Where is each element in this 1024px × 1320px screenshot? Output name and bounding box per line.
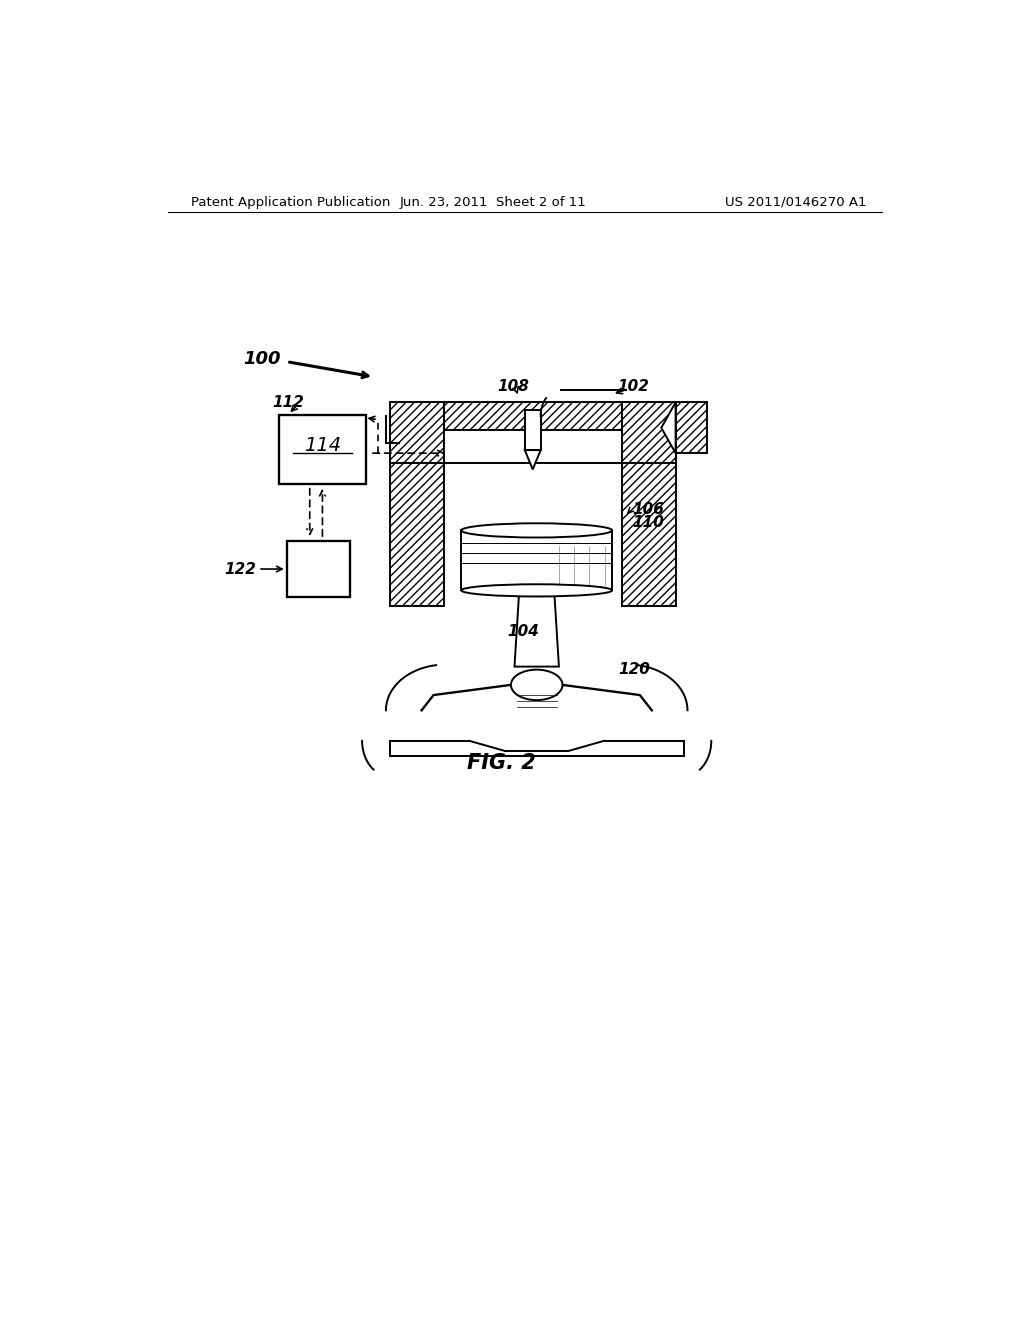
Bar <box>622 403 676 463</box>
Text: Patent Application Publication: Patent Application Publication <box>191 195 391 209</box>
Text: 112: 112 <box>272 395 304 409</box>
Text: 106: 106 <box>632 502 664 516</box>
Text: 108: 108 <box>498 379 529 393</box>
Polygon shape <box>662 403 676 453</box>
Ellipse shape <box>461 585 612 597</box>
Text: 104: 104 <box>507 623 540 639</box>
Polygon shape <box>514 590 559 667</box>
Bar <box>390 463 443 606</box>
Text: Jun. 23, 2011  Sheet 2 of 11: Jun. 23, 2011 Sheet 2 of 11 <box>399 195 587 209</box>
Bar <box>676 403 708 453</box>
Bar <box>676 403 708 453</box>
Bar <box>524 411 541 450</box>
Bar <box>622 463 676 606</box>
Bar <box>443 403 622 430</box>
Ellipse shape <box>511 669 562 700</box>
Text: 102: 102 <box>617 379 649 393</box>
Bar <box>390 403 443 463</box>
Polygon shape <box>524 450 541 470</box>
Text: 122: 122 <box>224 561 257 577</box>
Text: FIG. 2: FIG. 2 <box>467 754 536 774</box>
Bar <box>279 414 367 483</box>
Text: US 2011/0146270 A1: US 2011/0146270 A1 <box>725 195 866 209</box>
Text: 114: 114 <box>304 436 341 454</box>
Bar <box>622 403 676 463</box>
Ellipse shape <box>461 523 612 537</box>
Bar <box>462 531 612 590</box>
Bar <box>390 403 443 463</box>
Bar <box>390 463 443 606</box>
Text: 110: 110 <box>632 515 664 529</box>
Bar <box>622 463 676 606</box>
Bar <box>287 541 350 597</box>
Text: 100: 100 <box>243 350 281 368</box>
Text: 120: 120 <box>618 663 650 677</box>
Bar <box>443 403 622 430</box>
